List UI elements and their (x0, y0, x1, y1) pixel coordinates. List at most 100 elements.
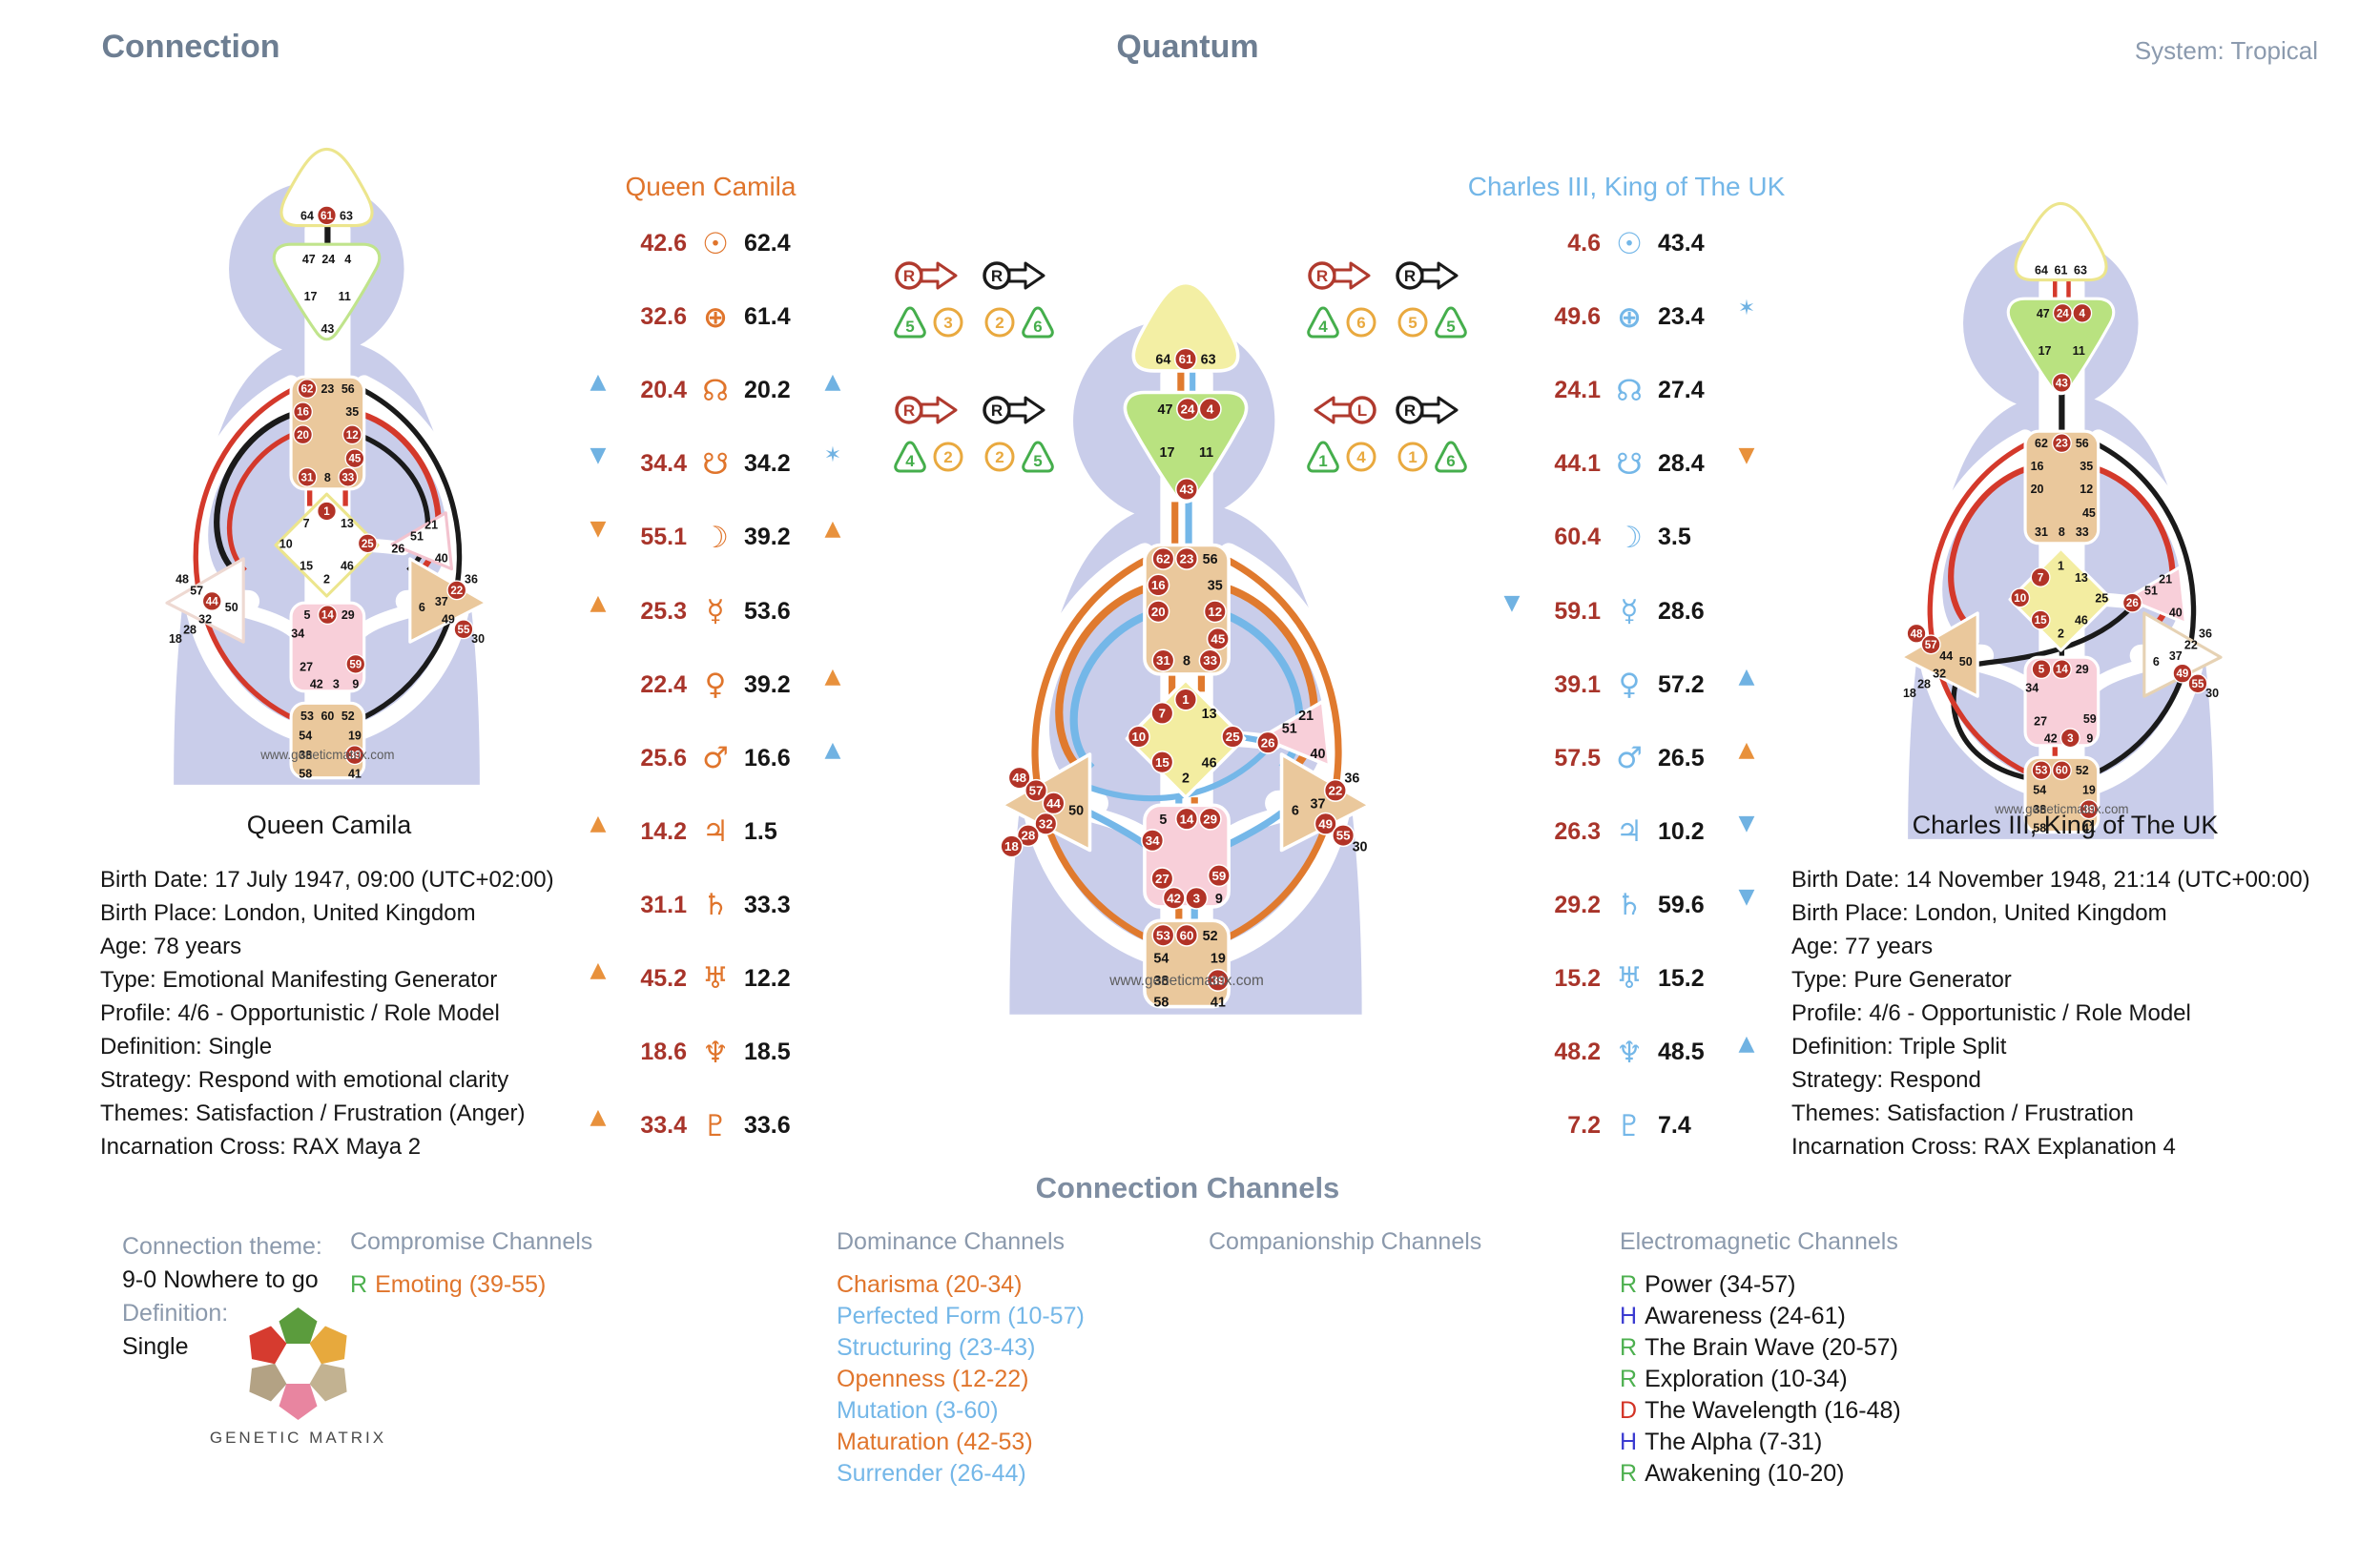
planet-row-sun: 42.6 ☉ 62.4 (582, 207, 849, 280)
planet-row-sun: 4.6 ☉ 43.4 (1496, 207, 1763, 280)
circle-variable-icon: 1 (1397, 442, 1428, 472)
svg-text:15: 15 (300, 559, 313, 572)
personality-value: 62.4 (744, 230, 791, 257)
svg-text:61: 61 (1179, 352, 1193, 366)
personality-value: 28.4 (1658, 450, 1705, 478)
svg-text:45: 45 (348, 454, 361, 465)
variable-group: R R 4 6 5 5 (1305, 256, 1469, 340)
logo-petal (279, 1307, 318, 1344)
svg-text:8: 8 (1183, 654, 1190, 669)
uranus-icon: ♅ (702, 961, 729, 997)
svg-text:59: 59 (349, 659, 362, 670)
circle-variable-icon: 2 (984, 307, 1015, 338)
svg-text:7: 7 (2038, 572, 2043, 584)
svg-text:20: 20 (1151, 605, 1166, 619)
svg-text:33: 33 (2076, 525, 2089, 539)
svg-text:60: 60 (321, 710, 334, 723)
svg-text:15: 15 (2035, 615, 2047, 627)
svg-text:40: 40 (1310, 747, 1325, 762)
svg-text:62: 62 (1156, 551, 1170, 566)
svg-text:43: 43 (321, 322, 334, 336)
svg-text:43: 43 (2056, 378, 2068, 389)
personality-value: 48.5 (1658, 1039, 1705, 1066)
channel-item: Structuring (23-43) (837, 1334, 1036, 1361)
svg-text:37: 37 (2169, 649, 2183, 663)
variable-group: L R 1 4 1 6 (1305, 390, 1469, 475)
ajna-center (2006, 297, 2116, 396)
design-value: 25.6 (640, 744, 687, 772)
head-center (279, 147, 374, 228)
info-line: Age: 77 years (1791, 934, 1934, 959)
svg-text:4: 4 (1356, 448, 1366, 466)
design-value: 44.1 (1554, 450, 1601, 478)
svg-text:21: 21 (1298, 709, 1314, 724)
svg-text:48: 48 (1911, 628, 1923, 640)
svg-text:4: 4 (1207, 402, 1214, 417)
left-person-column-title: Queen Camila (625, 172, 797, 201)
svg-text:20: 20 (2031, 483, 2044, 496)
personality-marker: ▼ (1738, 443, 1755, 468)
svg-text:2: 2 (995, 314, 1004, 332)
left-person-name: Queen Camila (246, 811, 412, 839)
svg-text:23: 23 (1180, 551, 1194, 566)
svg-text:60: 60 (1180, 928, 1194, 942)
personality-value: 53.6 (744, 597, 791, 625)
svg-text:63: 63 (1201, 353, 1216, 368)
svg-text:29: 29 (2076, 663, 2089, 676)
personality-value: 57.2 (1658, 670, 1705, 698)
moon-icon: ☽ (702, 520, 729, 555)
svg-text:18: 18 (1004, 839, 1019, 854)
svg-text:30: 30 (2205, 687, 2219, 700)
svg-text:17: 17 (1160, 445, 1175, 461)
svg-text:6: 6 (2153, 655, 2160, 669)
watermark: www.geneticmatrix.com (259, 748, 394, 762)
svg-text:63: 63 (2074, 263, 2087, 277)
design-marker: ▲ (590, 957, 607, 982)
svg-text:7: 7 (1159, 707, 1166, 721)
svg-text:3: 3 (2067, 733, 2074, 745)
saturn-icon: ♄ (702, 888, 729, 923)
svg-text:1: 1 (1408, 448, 1417, 466)
info-line: Birth Date: 17 July 1947, 09:00 (UTC+02:… (100, 867, 554, 893)
compromise-channels-group: Compromise Channels R Emoting (39-55) (350, 1228, 732, 1301)
svg-text:2: 2 (943, 448, 952, 466)
personality-value: 16.6 (744, 744, 791, 772)
logo-petal (309, 1363, 347, 1402)
planet-column-right: 4.6 ☉ 43.4 49.6 ⊕ 23.4 ✶ 24.1 ☊ 27.4 44.1 ☋ 28.4 ▼ 60.… (1496, 207, 1763, 1162)
svg-text:42: 42 (310, 677, 323, 690)
svg-text:37: 37 (435, 595, 448, 608)
svg-text:42: 42 (1167, 891, 1181, 905)
throat-center (2023, 429, 2101, 545)
svg-text:64: 64 (2035, 263, 2048, 277)
svg-text:13: 13 (341, 517, 354, 530)
svg-text:36: 36 (2199, 627, 2212, 641)
planet-row-mars: 57.5 ♂ 26.5 ▲ (1496, 722, 1763, 795)
right-person-column-title: Charles III, King of The UK (1467, 172, 1786, 201)
right-arrow-icon: R (1396, 396, 1459, 424)
venus-icon: ♀ (704, 668, 727, 703)
design-marker: ▲ (590, 370, 607, 395)
svg-text:52: 52 (2076, 764, 2089, 777)
svg-text:24: 24 (2057, 308, 2069, 319)
triangle-variable-icon: 6 (1022, 306, 1054, 339)
personality-value: 3.5 (1658, 524, 1691, 551)
info-line: Birth Place: London, United Kingdom (100, 900, 476, 926)
triangle-variable-icon: 5 (894, 306, 926, 339)
svg-text:8: 8 (324, 471, 331, 484)
svg-text:24: 24 (321, 253, 335, 266)
personality-value: 43.4 (1658, 230, 1705, 257)
channel-item: Surrender (26-44) (837, 1460, 1026, 1487)
svg-text:38: 38 (2033, 803, 2046, 816)
svg-text:R: R (1316, 267, 1328, 285)
planet-row-jupiter: ▲ 14.2 ♃ 1.5 (582, 795, 849, 869)
planet-row-saturn: 31.1 ♄ 33.3 (582, 869, 849, 942)
svg-text:4: 4 (905, 452, 915, 470)
svg-text:41: 41 (348, 768, 362, 781)
svg-text:35: 35 (2080, 460, 2093, 473)
svg-text:9: 9 (1215, 892, 1223, 907)
planet-row-south-node: ▼ 34.4 ☋ 34.2 ✶ (582, 427, 849, 501)
design-value: 22.4 (640, 670, 687, 698)
personality-value: 33.3 (744, 891, 791, 918)
svg-text:13: 13 (2075, 571, 2088, 585)
sacral-center (2023, 655, 2101, 748)
